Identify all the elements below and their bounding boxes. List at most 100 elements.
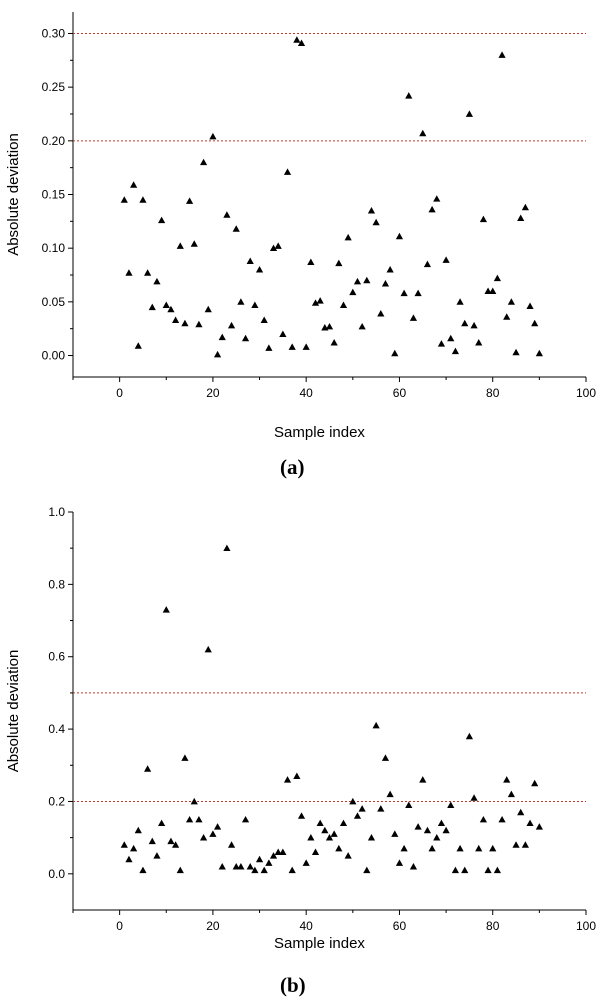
y-tick-label: 0.30: [42, 26, 66, 40]
x-tick-label: 100: [576, 386, 596, 400]
data-point: [512, 841, 520, 848]
data-point: [325, 322, 334, 330]
data-point: [419, 129, 427, 137]
data-point: [204, 645, 212, 653]
data-point: [213, 823, 222, 830]
data-point: [377, 805, 385, 812]
data-point: [358, 805, 366, 812]
data-point: [353, 812, 362, 819]
data-point: [335, 844, 343, 852]
data-point: [227, 321, 236, 329]
x-tick-label: 0: [116, 919, 123, 933]
data-point: [293, 772, 301, 780]
data-point: [237, 298, 245, 305]
data-point: [489, 287, 497, 294]
data-point: [479, 815, 487, 823]
data-point: [265, 859, 273, 866]
data-point: [125, 855, 133, 863]
x-axis-label: Sample index: [274, 424, 365, 441]
data-point: [451, 866, 460, 874]
data-point: [456, 844, 464, 852]
data-point: [232, 862, 240, 870]
data-point: [204, 305, 212, 313]
data-point: [349, 797, 357, 805]
data-point: [218, 862, 226, 870]
y-axis-label: Absolute deviation: [5, 133, 22, 256]
data-point: [442, 256, 450, 263]
data-point: [377, 310, 385, 317]
data-point: [260, 316, 268, 323]
data-point: [400, 844, 408, 852]
data-point: [372, 721, 380, 729]
x-tick-label: 60: [393, 386, 407, 400]
data-point: [190, 240, 198, 247]
data-point: [493, 866, 501, 874]
data-point: [302, 343, 310, 350]
data-point: [521, 841, 529, 848]
x-tick-label: 20: [206, 919, 220, 933]
data-point: [223, 544, 231, 552]
data-point: [535, 823, 543, 830]
y-tick-label: 0.05: [42, 295, 66, 309]
data-point: [134, 342, 142, 349]
y-tick-label: 0.20: [42, 134, 66, 148]
data-point: [456, 298, 464, 305]
data-point: [246, 862, 254, 870]
data-point: [227, 841, 236, 848]
y-tick-label: 0.15: [42, 188, 66, 202]
data-point: [330, 830, 338, 837]
data-point: [297, 812, 306, 819]
data-point: [517, 214, 525, 221]
data-point: [218, 333, 226, 341]
data-point: [526, 302, 534, 310]
chart-panel-a: 0 20 40 60 80 100 0.00 0.05 0.10 0.15 0.20 0.25 0.30…: [5, 12, 596, 441]
data-point: [447, 801, 455, 808]
data-point: [195, 320, 203, 328]
data-point: [176, 866, 184, 874]
panel-label-b: (b): [280, 973, 306, 997]
data-point: [307, 258, 315, 266]
data-point: [269, 852, 278, 859]
data-point: [125, 269, 133, 276]
data-point: [265, 344, 273, 351]
data-point: [503, 313, 511, 320]
data-point: [120, 196, 128, 203]
data-point: [130, 181, 138, 188]
data-point: [130, 844, 138, 852]
data-point: [437, 340, 446, 347]
data-point: [409, 862, 418, 870]
data-point: [531, 779, 539, 787]
data-point: [199, 158, 208, 166]
data-point: [363, 866, 371, 874]
data-point: [144, 269, 152, 276]
data-point: [339, 301, 348, 308]
data-point: [489, 844, 497, 852]
data-point: [395, 232, 404, 240]
data-point: [414, 289, 422, 297]
data-point: [120, 841, 128, 848]
data-point: [316, 297, 324, 304]
data-point: [251, 866, 259, 874]
data-point: [531, 319, 539, 327]
x-tick-label: 60: [393, 919, 407, 933]
data-point: [139, 866, 147, 874]
data-point: [507, 790, 515, 798]
data-point: [475, 339, 483, 346]
data-point: [409, 314, 418, 321]
x-tick-label: 40: [300, 919, 314, 933]
x-tick-label: 40: [300, 386, 314, 400]
data-point: [274, 848, 282, 855]
y-tick-label: 0.8: [48, 577, 65, 591]
data-point: [139, 196, 147, 203]
x-tick-label: 80: [486, 919, 500, 933]
y-tick-label: 0.10: [42, 241, 66, 255]
data-point: [517, 808, 525, 816]
data-point: [475, 844, 483, 852]
data-point: [335, 259, 343, 267]
chart-panel-b: 0 20 40 60 80 100 0.0 0.2 0.4 0.6 0.8 1.0 Sample ind…: [5, 505, 596, 952]
data-point: [223, 211, 231, 218]
data-point: [535, 349, 543, 357]
x-tick-label: 100: [576, 919, 596, 933]
data-point: [283, 776, 292, 783]
